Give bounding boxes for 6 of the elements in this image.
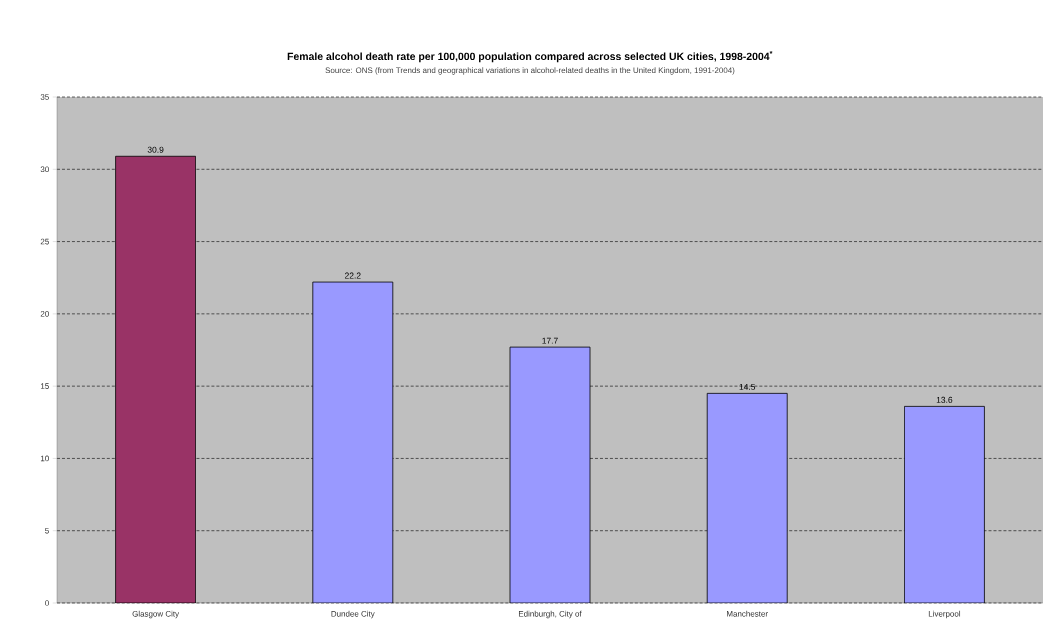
chart-title: Female alcohol death rate per 100,000 population compared across selected UK cities, 1998-2004$^{*}$ <box>287 50 773 63</box>
data-label: 22.2 <box>344 272 361 279</box>
data-label: 14.5 <box>739 383 756 390</box>
data-label: 30.9 <box>147 146 164 153</box>
data-label: 13.6 <box>936 396 953 403</box>
data-label: 17.7 <box>542 337 558 344</box>
